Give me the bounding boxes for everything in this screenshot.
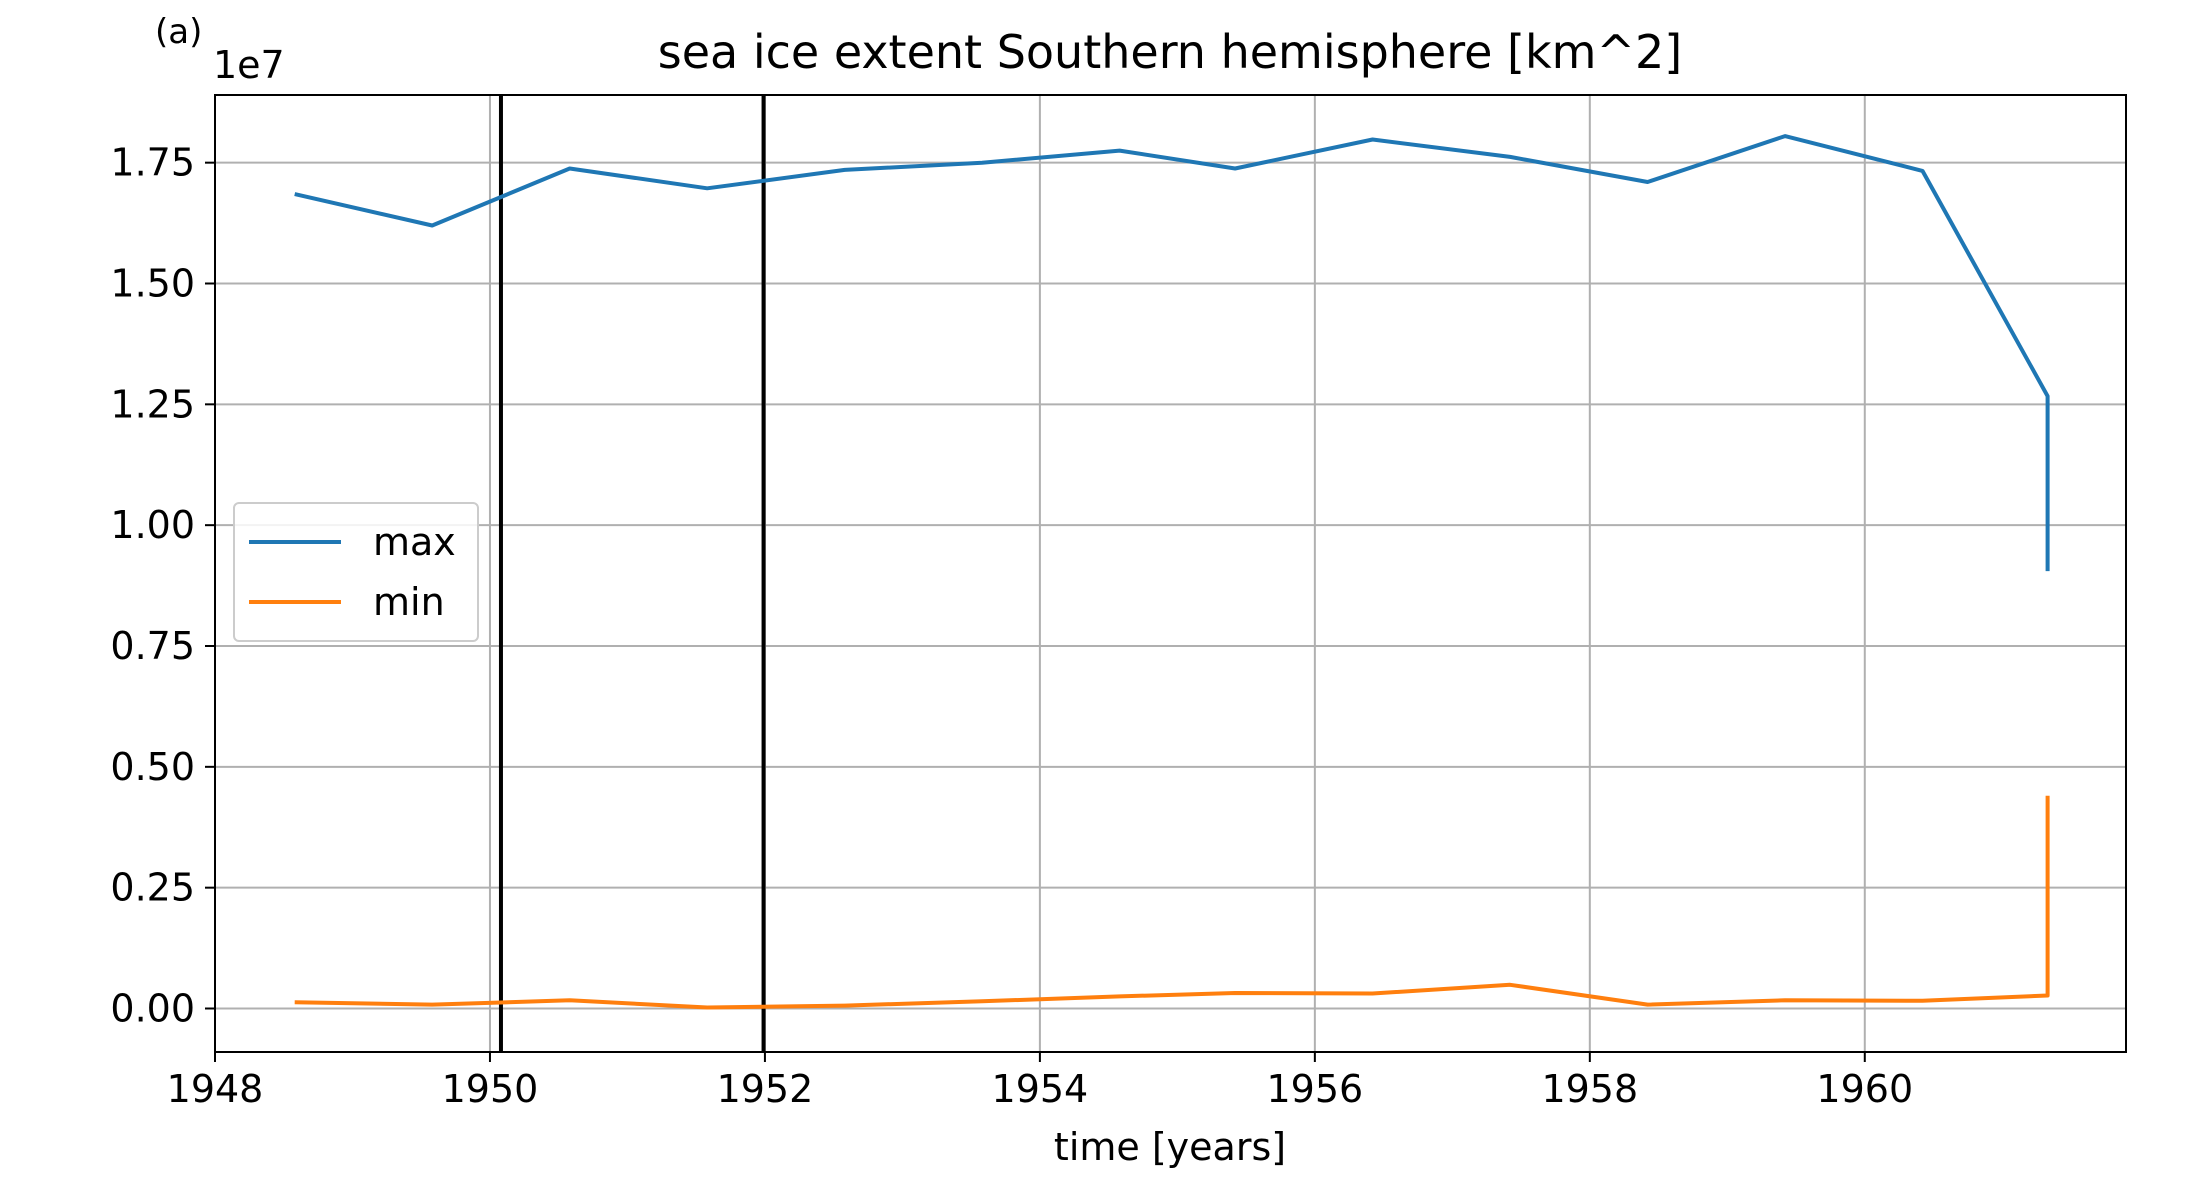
y-tick-label: 0.75 — [110, 624, 195, 668]
y-axis-ticks: 0.00 0.25 0.50 0.75 1.00 1.25 1.50 1.75 — [110, 141, 215, 1031]
grid-lines — [214, 95, 2126, 1052]
series-line-min — [294, 795, 2050, 1010]
vertical-marker-lines — [498, 95, 766, 1052]
x-tick-label: 1960 — [1816, 1067, 1913, 1111]
x-tick-label: 1958 — [1541, 1067, 1638, 1111]
x-axis-label: time [years] — [1053, 1125, 1287, 1169]
legend: max min — [233, 502, 479, 642]
panel-label: (a) — [155, 12, 203, 52]
legend-label-min: min — [373, 580, 445, 624]
y-tick-label: 1.50 — [110, 262, 195, 306]
plot-frame — [214, 94, 2127, 1053]
legend-item-max: max — [249, 520, 456, 564]
y-tick-label: 0.50 — [110, 745, 195, 789]
x-tick-label: 1956 — [1266, 1067, 1363, 1111]
y-tick-label: 0.25 — [110, 866, 195, 910]
chart-title: sea ice extent Southern hemisphere [km^2… — [657, 25, 1683, 79]
series-lines — [294, 134, 2050, 1010]
x-axis-ticks: 1948 1950 1952 1954 1956 1958 1960 — [167, 1052, 1913, 1111]
y-tick-label: 0.00 — [110, 987, 195, 1031]
y-tick-label: 1.00 — [110, 503, 195, 547]
y-tick-label: 1.75 — [110, 141, 195, 185]
legend-swatch-max — [249, 540, 341, 544]
y-axis-offset-label: 1e7 — [213, 43, 285, 87]
x-tick-label: 1948 — [167, 1067, 264, 1111]
series-line-max — [294, 134, 2050, 572]
x-tick-label: 1952 — [717, 1067, 814, 1111]
legend-swatch-min — [249, 600, 341, 604]
legend-item-min: min — [249, 580, 445, 624]
legend-label-max: max — [373, 520, 456, 564]
x-tick-label: 1950 — [442, 1067, 539, 1111]
x-tick-label: 1954 — [992, 1067, 1089, 1111]
y-tick-label: 1.25 — [110, 382, 195, 426]
